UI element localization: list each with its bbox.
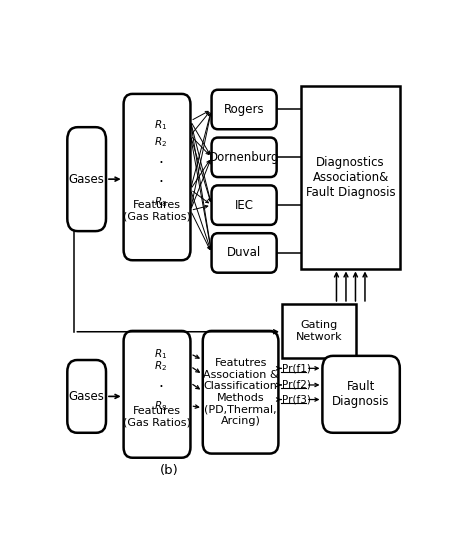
Text: IEC: IEC [235, 199, 254, 212]
Text: Features
(Gas Ratios): Features (Gas Ratios) [123, 199, 191, 221]
FancyBboxPatch shape [67, 360, 106, 433]
Text: Gating
Network: Gating Network [296, 320, 342, 342]
FancyBboxPatch shape [322, 356, 400, 433]
FancyBboxPatch shape [212, 90, 276, 129]
Text: .: . [158, 375, 163, 390]
Bar [301, 85, 400, 268]
Text: Gases: Gases [69, 173, 104, 186]
FancyBboxPatch shape [123, 331, 191, 458]
Text: Gases: Gases [69, 390, 104, 403]
Text: $R_8$: $R_8$ [154, 399, 167, 413]
Text: Dornenburg: Dornenburg [209, 151, 279, 164]
Text: Pr(f1): Pr(f1) [282, 363, 311, 373]
Text: $R_1$: $R_1$ [154, 347, 167, 361]
Text: .: . [158, 151, 163, 166]
Text: Duval: Duval [227, 246, 261, 259]
Text: $R_1$: $R_1$ [154, 118, 167, 132]
Text: Pr(f2): Pr(f2) [282, 380, 311, 390]
Text: Featutres
Association &
Classification
Methods
(PD,Thermal,
Arcing): Featutres Association & Classification M… [203, 358, 278, 426]
Bar [282, 304, 356, 358]
Text: Diagnostics
Association&
Fault Diagnosis: Diagnostics Association& Fault Diagnosis [306, 156, 395, 199]
FancyBboxPatch shape [212, 185, 276, 225]
Text: (b): (b) [160, 464, 179, 477]
Text: Pr(f3): Pr(f3) [282, 395, 311, 404]
FancyBboxPatch shape [123, 94, 191, 260]
Text: Fault
Diagnosis: Fault Diagnosis [332, 380, 390, 408]
Text: .: . [158, 170, 163, 185]
Text: Rogers: Rogers [224, 103, 264, 116]
FancyBboxPatch shape [203, 331, 278, 454]
FancyBboxPatch shape [212, 233, 276, 273]
FancyBboxPatch shape [212, 138, 276, 177]
Text: $R_2$: $R_2$ [154, 135, 167, 148]
Text: $R_2$: $R_2$ [154, 359, 167, 373]
FancyBboxPatch shape [67, 127, 106, 231]
Text: Features
(Gas Ratios): Features (Gas Ratios) [123, 406, 191, 428]
Text: (a): (a) [160, 357, 178, 370]
Text: $R_8$: $R_8$ [154, 195, 167, 209]
